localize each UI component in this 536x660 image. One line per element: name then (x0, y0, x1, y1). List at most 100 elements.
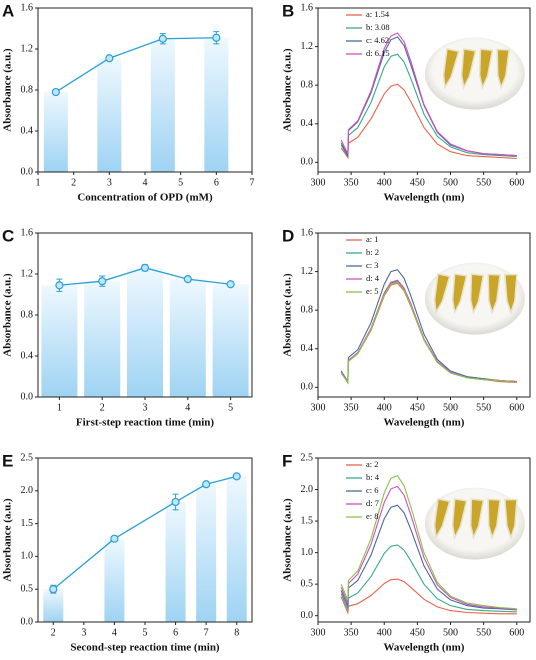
panel-letter: F (282, 451, 292, 470)
x-tick-label: 3 (107, 177, 112, 188)
x-tick-label: 400 (377, 402, 392, 413)
bar (204, 37, 229, 172)
y-tick-label: 0.8 (301, 304, 314, 315)
spectrum-line (340, 83, 517, 160)
y-tick-label: 0.8 (301, 79, 314, 90)
y-tick-label: 2.0 (301, 484, 314, 495)
point (110, 534, 119, 543)
y-tick-label: 0.5 (21, 583, 34, 594)
panel: B 300 350 400 450 500 550 600 0.0 0.4 0.8 1.2 1.6 Wav… (282, 1, 531, 204)
x-tick-label: 1 (36, 177, 41, 188)
x-tick-label: 400 (377, 177, 392, 188)
x-tick-label: 8 (234, 627, 239, 638)
tube (460, 48, 477, 90)
x-tick-label: 450 (410, 627, 425, 638)
x-tick-label: 1 (57, 402, 62, 413)
legend-label: e: 5 (366, 286, 379, 296)
x-tick-label: 5 (178, 177, 183, 188)
x-axis-label: Concentration of OPD (mM) (77, 192, 213, 204)
panel: F 300 350 400 450 500 550 600 0.0 0.5 1.0 1.5 2.0 2.5… (282, 451, 531, 654)
point (49, 585, 58, 594)
tube (469, 498, 485, 540)
x-tick-label: 300 (311, 402, 326, 413)
point (51, 87, 60, 97)
x-tick-label: 2 (51, 627, 56, 638)
y-tick-label: 1.0 (21, 551, 34, 562)
x-tick-label: 500 (443, 177, 458, 188)
bar (169, 279, 206, 397)
y-tick-label: 2.5 (301, 452, 314, 463)
tube (487, 273, 501, 315)
legend-label: e: 8 (366, 511, 379, 521)
legend-label: d: 4 (366, 273, 380, 283)
point (226, 280, 235, 289)
tube (469, 273, 485, 315)
x-axis-label: Wavelength (nm) (384, 192, 465, 204)
tube (433, 272, 451, 315)
y-axis-label: Absorbance (a.u.) (2, 273, 14, 357)
x-tick-label: 3 (81, 627, 86, 638)
plot-frame (37, 232, 253, 398)
point (183, 275, 192, 284)
y-tick-label: 1.6 (301, 227, 314, 238)
y-tick-label: 1.2 (21, 43, 34, 54)
bar (127, 267, 163, 397)
x-tick-label: 2 (71, 177, 76, 188)
x-tick-label: 3 (143, 402, 148, 413)
y-tick-label: 0.4 (21, 350, 34, 361)
bar (84, 281, 121, 397)
x-tick-label: 600 (509, 402, 524, 413)
spectrum-line (340, 32, 517, 157)
y-tick-label: 0.8 (21, 309, 34, 320)
y-tick-label: 0.0 (21, 391, 34, 402)
y-tick-label: 2.0 (21, 485, 34, 496)
legend-label: c: 6 (366, 485, 379, 495)
plot-frame (37, 457, 253, 623)
y-tick-label: 1.2 (301, 41, 314, 52)
legend-label: a: 2 (366, 459, 379, 469)
bar (104, 538, 125, 622)
y-axis-label: Absorbance (a.u.) (282, 48, 294, 132)
panel-letter: E (2, 451, 13, 470)
spectrum-line (340, 281, 517, 385)
point (98, 277, 107, 286)
point (140, 263, 150, 272)
x-tick-label: 550 (476, 627, 491, 638)
spectrum-line (340, 269, 517, 384)
spectrum-line (340, 53, 517, 159)
x-tick-label: 600 (509, 177, 524, 188)
x-tick-label: 5 (143, 627, 148, 638)
x-tick-label: 7 (204, 627, 209, 638)
y-tick-label: 1.2 (21, 268, 34, 279)
bar (41, 285, 78, 397)
panel: C 1 2 3 4 5 0.0 0.4 0.8 1.2 1.6 First-step reaction… (2, 226, 253, 429)
tube (433, 497, 451, 540)
y-tick-label: 1.5 (301, 515, 314, 526)
x-tick-label: 600 (509, 627, 524, 638)
plot-frame (317, 457, 531, 623)
x-tick-label: 450 (410, 402, 425, 413)
y-axis-label: Absorbance (a.u.) (282, 273, 294, 357)
legend-label: b: 2 (366, 247, 379, 257)
legend-label: d: 6.15 (366, 48, 390, 58)
panel-letter: D (282, 226, 294, 245)
x-tick-label: 400 (377, 627, 392, 638)
tube (442, 47, 460, 90)
x-tick-label: 5 (228, 402, 233, 413)
spectrum-line (340, 504, 517, 611)
x-tick-label: 4 (143, 177, 148, 188)
y-tick-label: 1.6 (21, 227, 34, 238)
point (171, 497, 180, 507)
x-tick-label: 350 (344, 627, 359, 638)
panel: E 2 3 4 5 6 7 8 0.0 0.5 1.0 1.5 2.0 2.5 Second-step re… (2, 451, 253, 654)
x-tick-label: 350 (344, 177, 359, 188)
plot-frame (317, 7, 531, 173)
y-axis-label: Absorbance (a.u.) (2, 48, 14, 132)
point (232, 472, 241, 481)
y-tick-label: 0.4 (301, 343, 314, 354)
legend-label: d: 7 (366, 498, 379, 508)
x-tick-label: 4 (112, 627, 117, 638)
point (55, 281, 64, 290)
y-tick-label: 1.5 (21, 518, 34, 529)
